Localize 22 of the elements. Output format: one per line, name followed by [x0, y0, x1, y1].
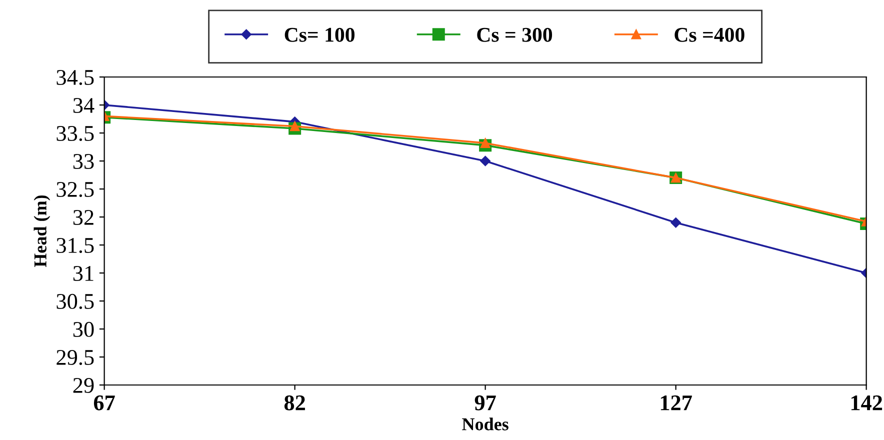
legend-label: Cs =400	[674, 28, 744, 42]
x-tick-label: 97	[474, 395, 496, 410]
x-tick-label: 127	[660, 395, 692, 410]
y-tick-label: 33.5	[56, 126, 94, 142]
y-tick-label: 31	[73, 266, 94, 281]
x-tick-label: 142	[851, 395, 882, 410]
legend-label: Cs= 100	[284, 28, 355, 42]
y-tick-label: 33	[73, 154, 94, 169]
y-tick-label: 34	[73, 98, 94, 113]
legend-label: Cs = 300	[477, 28, 552, 42]
y-tick-label: 30	[73, 322, 94, 337]
y-tick-label: 32	[73, 210, 94, 225]
y-tick-label: 30.5	[56, 294, 94, 310]
y-axis-title: Head (m)	[34, 195, 50, 268]
y-tick-label: 34.5	[56, 70, 94, 86]
y-tick-label: 32.5	[56, 182, 94, 198]
y-tick-label: 29.5	[56, 350, 94, 366]
x-tick-label: 82	[284, 395, 305, 410]
x-tick-label: 67	[94, 395, 115, 410]
x-axis-title: Nodes	[462, 418, 508, 430]
y-tick-label: 31.5	[56, 238, 94, 254]
y-tick-label: 29	[73, 378, 94, 393]
